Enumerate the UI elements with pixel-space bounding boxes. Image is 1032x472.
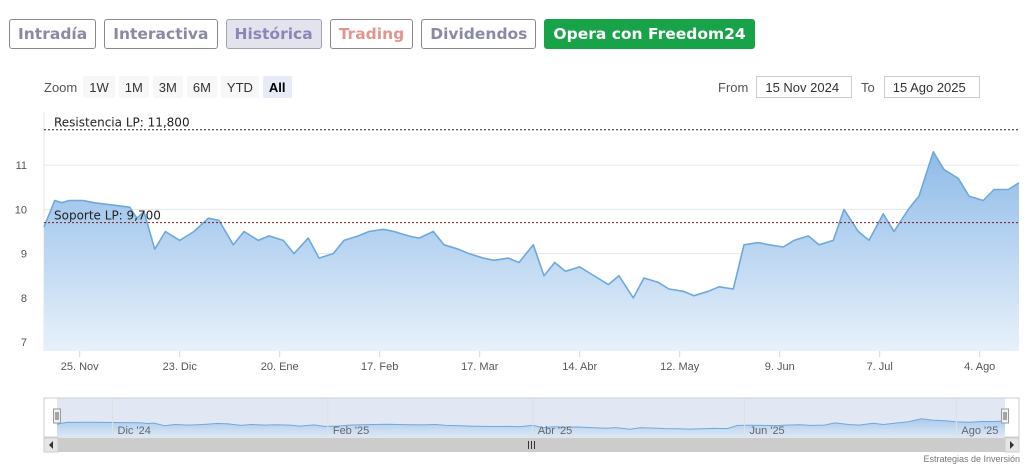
from-label: From [718, 79, 749, 95]
x-tick-label: 25. Nov [61, 361, 99, 373]
y-tick-label: 9 [21, 249, 27, 261]
chart-tabs: Intradía Interactiva Histórica Trading D… [9, 19, 755, 49]
tab-trading[interactable]: Trading [329, 19, 414, 49]
y-axis-labels: 7 8 9 10 11 [15, 160, 27, 349]
zoom-all-button[interactable]: All [262, 76, 292, 98]
x-tick-label: 4. Ago [964, 361, 995, 373]
y-tick-label: 11 [16, 160, 27, 172]
x-tick-label: 7. Jul [867, 361, 893, 373]
zoom-1w-button[interactable]: 1W [83, 76, 115, 98]
chart-credit: Estrategias de Inversión [923, 454, 1020, 464]
level-annotations: Resistencia LP: 11,800 Soporte LP: 9,700 [44, 116, 1019, 224]
price-area-fill [44, 151, 1019, 351]
navigator-label: Feb '25 [333, 425, 369, 437]
y-tick-label: 10 [15, 204, 27, 216]
x-tick-label: 17. Mar [461, 361, 499, 373]
y-tick-label: 7 [21, 337, 27, 349]
price-line [43, 151, 1020, 299]
to-label: To [861, 79, 875, 95]
tab-historica[interactable]: Histórica [225, 19, 322, 49]
navigator-line [56, 418, 1006, 430]
navigator-left-handle[interactable] [53, 408, 61, 424]
handle-body [53, 408, 61, 424]
navigator-label: Ago '25 [961, 425, 998, 437]
navigator-label: Dic '24 [118, 425, 151, 437]
navigator-right-handle[interactable] [1001, 408, 1009, 424]
navigator-scrollbar[interactable] [43, 437, 1020, 453]
y-tick-label: 8 [21, 293, 27, 305]
date-range-from: From 15 Nov 2024 [718, 76, 853, 98]
zoom-6m-button[interactable]: 6M [186, 76, 217, 98]
opera-freedom24-button[interactable]: Opera con Freedom24 [544, 19, 755, 49]
arrow-left-icon [49, 441, 53, 449]
x-tick-label: 9. Jun [765, 361, 795, 373]
zoom-ytd-button[interactable]: YTD [220, 76, 259, 98]
arrow-right-icon [1010, 441, 1014, 449]
from-date-input[interactable]: 15 Nov 2024 [756, 76, 853, 98]
x-tick-label: 12. May [660, 361, 700, 373]
x-tick-label: 14. Abr [562, 361, 597, 373]
range-navigator[interactable]: Dic '24 Feb '25 Abr '25 Jun '25 Ago '25 [43, 397, 1020, 453]
to-date-input[interactable]: 15 Ago 2025 [883, 76, 980, 98]
date-range-to: To 15 Ago 2025 [861, 76, 980, 98]
zoom-toolbar: Zoom 1W 1M 3M 6M YTD All [44, 76, 292, 98]
navigator-label: Abr '25 [538, 425, 573, 437]
x-axis-labels: 25. Nov 23. Dic 20. Ene 17. Feb 17. Mar 14. A… [61, 351, 995, 373]
support-label: Soporte LP: 9,700 [54, 209, 161, 223]
x-tick-label: 17. Feb [361, 361, 398, 373]
tab-interactiva[interactable]: Interactiva [104, 19, 218, 49]
x-tick-label: 20. Ene [261, 361, 299, 373]
navigator-label: Jun '25 [750, 425, 785, 437]
navigator-area [57, 418, 1005, 437]
zoom-3m-button[interactable]: 3M [152, 76, 183, 98]
price-area [43, 151, 1020, 351]
handle-body [1001, 408, 1009, 424]
tab-intradia[interactable]: Intradía [9, 19, 97, 49]
resistance-label: Resistencia LP: 11,800 [54, 116, 190, 130]
x-tick-label: 23. Dic [163, 361, 198, 373]
zoom-1m-button[interactable]: 1M [118, 76, 149, 98]
tab-dividendos[interactable]: Dividendos [421, 19, 537, 49]
zoom-label: Zoom [44, 79, 78, 95]
